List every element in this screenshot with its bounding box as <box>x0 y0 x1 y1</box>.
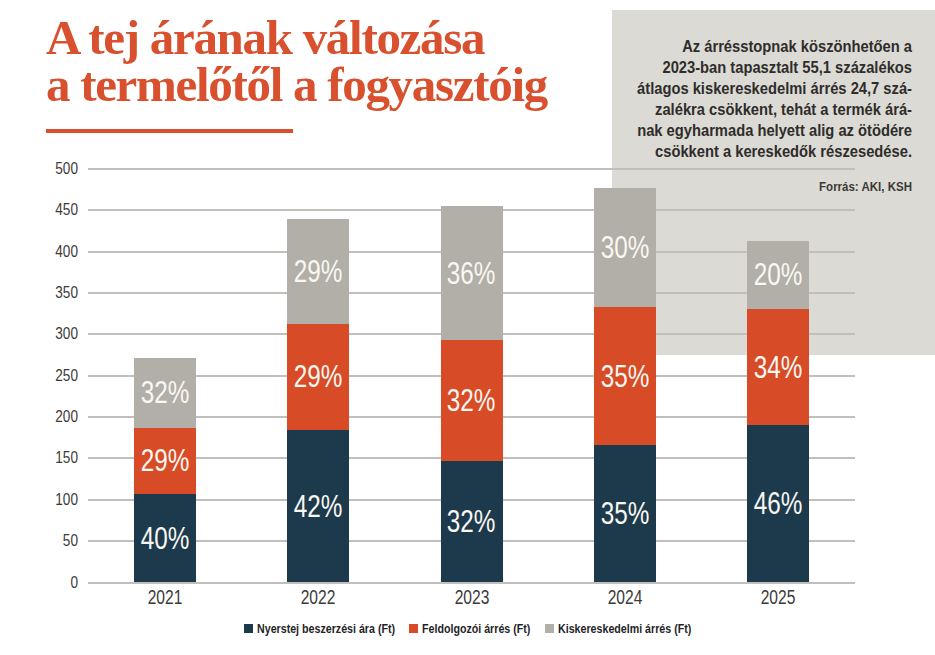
segment-percent-label: 36% <box>447 255 496 292</box>
legend-swatch <box>409 624 418 633</box>
segment-percent-label: 42% <box>294 488 343 525</box>
info-box-text: Az árrésstopnak köszönhetően a 2023-ban … <box>608 36 912 162</box>
legend-swatch <box>545 624 554 633</box>
x-axis-label: 2025 <box>739 586 817 609</box>
bar-segment: 40% <box>134 494 196 582</box>
bar-segment: 29% <box>287 219 349 324</box>
segment-percent-label: 35% <box>601 358 650 395</box>
bar-segment: 34% <box>747 309 809 426</box>
legend-item: Kiskereskedelmi árrés (Ft) <box>545 621 691 636</box>
bar-segment: 29% <box>287 324 349 431</box>
y-axis-tick-label: 50 <box>30 531 78 551</box>
y-axis-tick-label: 300 <box>30 324 78 344</box>
legend-label: Kiskereskedelmi árrés (Ft) <box>558 621 691 636</box>
bar-segment: 35% <box>594 307 656 445</box>
segment-percent-label: 32% <box>447 382 496 419</box>
segment-percent-label: 34% <box>754 349 803 386</box>
legend-swatch <box>244 624 253 633</box>
legend-item: Feldolgozói árrés (Ft) <box>409 621 530 636</box>
gridline <box>88 168 855 170</box>
bar-segment: 36% <box>441 206 503 340</box>
x-axis-label: 2023 <box>433 586 511 609</box>
title-underline <box>46 129 293 133</box>
bar-segment: 20% <box>747 241 809 309</box>
y-axis-tick-label: 500 <box>30 159 78 179</box>
segment-percent-label: 46% <box>754 485 803 522</box>
bar-segment: 46% <box>747 425 809 582</box>
y-axis-tick-label: 250 <box>30 366 78 386</box>
legend-item: Nyerstej beszerzési ára (Ft) <box>244 621 395 636</box>
bar-segment: 32% <box>441 340 503 461</box>
segment-percent-label: 40% <box>140 520 189 557</box>
bar-segment: 30% <box>594 188 656 307</box>
bar-segment: 32% <box>441 461 503 583</box>
segment-percent-label: 32% <box>447 503 496 540</box>
source-note: Forrás: AKI, KSH <box>819 180 912 194</box>
bar-segment: 35% <box>594 445 656 582</box>
segment-percent-label: 20% <box>754 256 803 293</box>
chart-legend: Nyerstej beszerzési ára (Ft) Feldolgozói … <box>0 621 935 636</box>
y-axis-tick-label: 450 <box>30 200 78 220</box>
segment-percent-label: 30% <box>601 229 650 266</box>
x-axis-label: 2021 <box>126 586 204 609</box>
y-axis-tick-label: 100 <box>30 490 78 510</box>
bar-segment: 42% <box>287 430 349 582</box>
segment-percent-label: 29% <box>140 442 189 479</box>
legend-label: Nyerstej beszerzési ára (Ft) <box>257 621 395 636</box>
bar-segment: 32% <box>134 358 196 428</box>
y-axis-tick-label: 350 <box>30 283 78 303</box>
y-axis-tick-label: 200 <box>30 407 78 427</box>
segment-percent-label: 29% <box>294 358 343 395</box>
y-axis-tick-label: 150 <box>30 448 78 468</box>
page-title: A tej árának változása a termelőtől a fo… <box>46 14 547 108</box>
bar-segment: 29% <box>134 428 196 494</box>
segment-percent-label: 32% <box>140 374 189 411</box>
y-axis-tick-label: 400 <box>30 242 78 262</box>
segment-percent-label: 29% <box>294 253 343 290</box>
y-axis-tick-label: 0 <box>30 573 78 593</box>
x-axis-label: 2024 <box>586 586 664 609</box>
x-axis-label: 2022 <box>279 586 357 609</box>
segment-percent-label: 35% <box>601 495 650 532</box>
legend-label: Feldolgozói árrés (Ft) <box>422 621 530 636</box>
